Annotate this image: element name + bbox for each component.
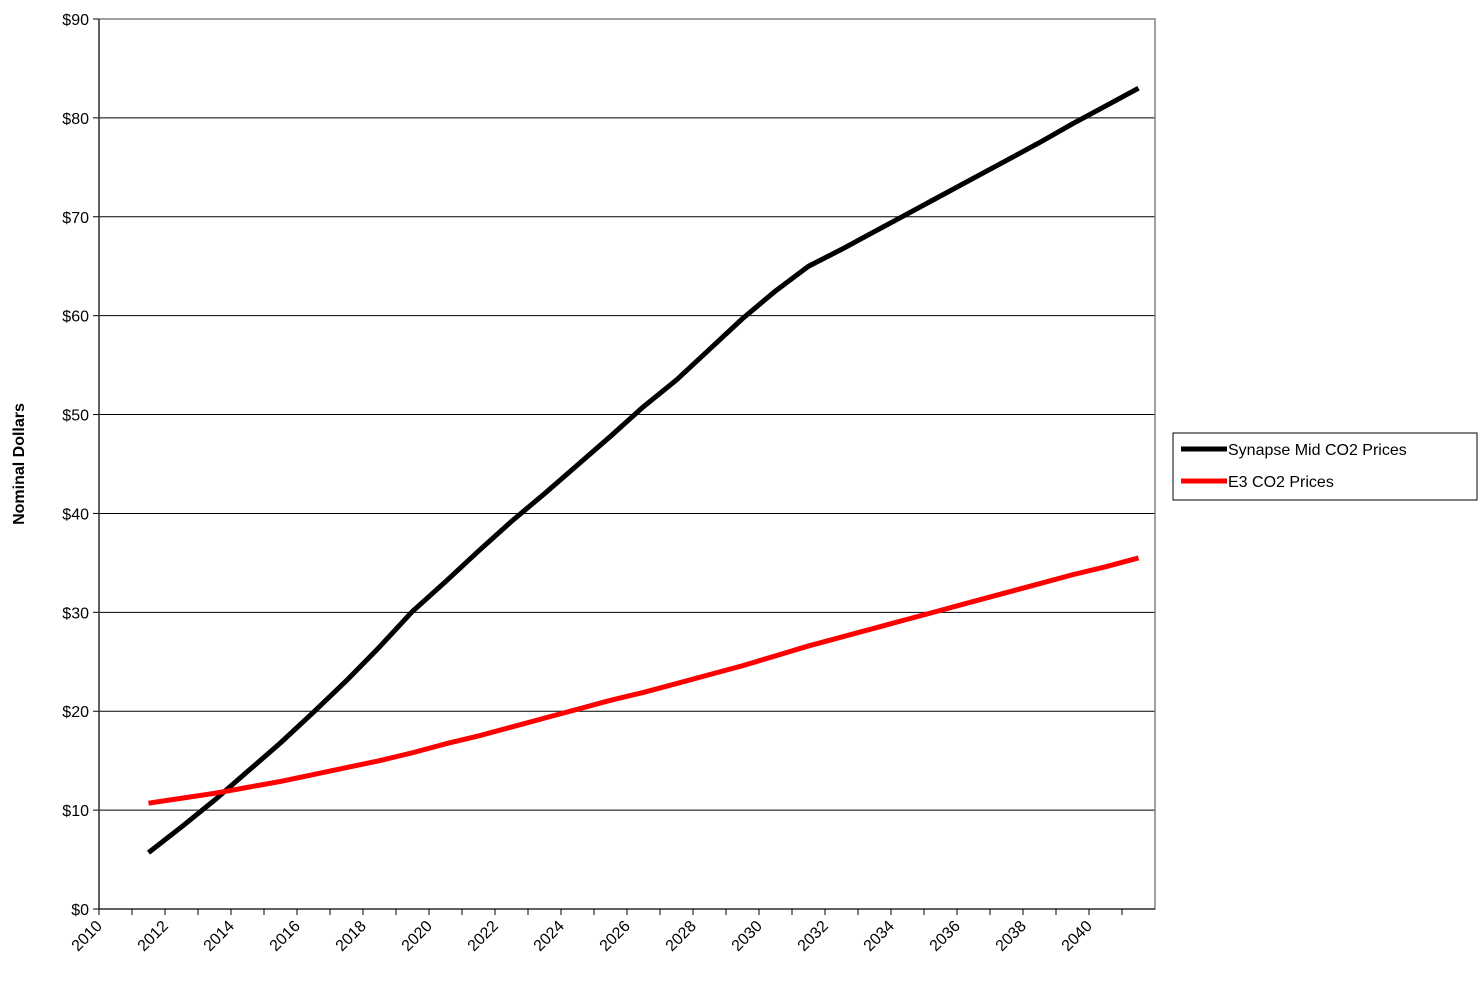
x-tick-label: 2034 xyxy=(861,918,898,955)
legend-box xyxy=(1172,432,1478,501)
y-tick-label: $50 xyxy=(62,408,89,425)
y-tick-label: $20 xyxy=(62,704,89,721)
y-tick-label: $0 xyxy=(71,902,89,919)
x-tick-label: 2016 xyxy=(267,918,304,955)
x-tick-label: 2014 xyxy=(201,918,238,955)
x-tick-label: 2032 xyxy=(795,918,832,955)
legend-label: E3 CO2 Prices xyxy=(1228,474,1334,491)
line xyxy=(148,555,1140,806)
y-tick-label: $60 xyxy=(62,309,89,326)
x-tick-label: 2038 xyxy=(993,918,1030,955)
y-axis-label: Nominal Dollars xyxy=(11,403,28,525)
x-tick-label: 2010 xyxy=(69,918,106,955)
y-tick-label: $10 xyxy=(62,803,89,820)
plot-frame xyxy=(98,18,1156,910)
x-tick-label: 2024 xyxy=(531,918,568,955)
x-tick-label: 2012 xyxy=(135,918,172,955)
y-tick-label: $40 xyxy=(62,506,89,523)
y-tick-label: $80 xyxy=(62,111,89,128)
x-tick-label: 2018 xyxy=(333,918,370,955)
x-tick-label: 2028 xyxy=(663,918,700,955)
y-tick-label: $70 xyxy=(62,210,89,227)
x-tick-label: 2022 xyxy=(465,918,502,955)
x-tick-label: 2020 xyxy=(399,918,436,955)
x-tick-label: 2026 xyxy=(597,918,634,955)
x-tick-label: 2040 xyxy=(1059,918,1096,955)
line xyxy=(146,86,1140,855)
legend-label: Synapse Mid CO2 Prices xyxy=(1228,442,1407,459)
x-tick-label: 2030 xyxy=(729,918,766,955)
y-tick-label: $90 xyxy=(62,12,89,29)
y-tick-label: $30 xyxy=(62,605,89,622)
x-tick-label: 2036 xyxy=(927,918,964,955)
